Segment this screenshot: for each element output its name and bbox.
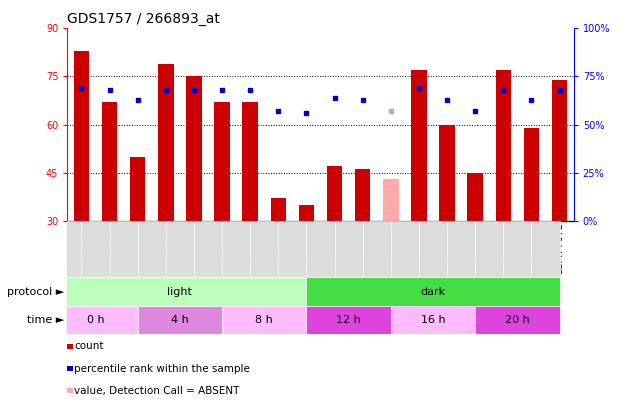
Bar: [222, 221, 250, 277]
Bar: [110, 221, 138, 277]
Bar: [130, 157, 146, 221]
Bar: [271, 198, 286, 221]
Text: light: light: [167, 287, 192, 296]
Bar: [383, 179, 399, 221]
Bar: [391, 221, 419, 277]
Bar: [447, 221, 475, 277]
Bar: [495, 70, 511, 221]
Text: protocol ►: protocol ►: [7, 287, 64, 296]
Bar: [53, 221, 81, 277]
Bar: [186, 77, 202, 221]
Text: value, Detection Call = ABSENT: value, Detection Call = ABSENT: [74, 386, 239, 396]
Bar: [278, 221, 306, 277]
Bar: [419, 221, 447, 277]
Bar: [166, 221, 194, 277]
Text: 4 h: 4 h: [171, 315, 188, 325]
Bar: [306, 277, 560, 306]
Bar: [391, 306, 475, 334]
Text: 16 h: 16 h: [420, 315, 445, 325]
Bar: [81, 221, 110, 277]
Bar: [138, 221, 166, 277]
Bar: [475, 306, 560, 334]
Bar: [74, 51, 89, 221]
Bar: [363, 221, 391, 277]
Bar: [335, 221, 363, 277]
Text: GDS1757 / 266893_at: GDS1757 / 266893_at: [67, 12, 220, 26]
Bar: [552, 80, 567, 221]
Bar: [194, 221, 222, 277]
Text: time ►: time ►: [27, 315, 64, 325]
Text: dark: dark: [420, 287, 445, 296]
Bar: [222, 306, 306, 334]
Bar: [214, 102, 229, 221]
Bar: [327, 166, 342, 221]
Bar: [158, 64, 174, 221]
Bar: [299, 205, 314, 221]
Text: 12 h: 12 h: [337, 315, 361, 325]
Bar: [524, 128, 539, 221]
Bar: [53, 306, 138, 334]
Text: 20 h: 20 h: [505, 315, 530, 325]
Bar: [138, 306, 222, 334]
Bar: [53, 277, 306, 306]
Text: count: count: [74, 341, 103, 351]
Bar: [503, 221, 531, 277]
Bar: [306, 306, 391, 334]
Bar: [355, 169, 370, 221]
Bar: [439, 124, 455, 221]
Text: 0 h: 0 h: [87, 315, 104, 325]
Bar: [102, 102, 117, 221]
Bar: [531, 221, 560, 277]
Bar: [306, 221, 335, 277]
Bar: [475, 221, 503, 277]
Bar: [467, 173, 483, 221]
Bar: [250, 221, 278, 277]
Bar: [412, 70, 427, 221]
Text: percentile rank within the sample: percentile rank within the sample: [74, 364, 250, 373]
Bar: [242, 102, 258, 221]
Text: 8 h: 8 h: [255, 315, 273, 325]
